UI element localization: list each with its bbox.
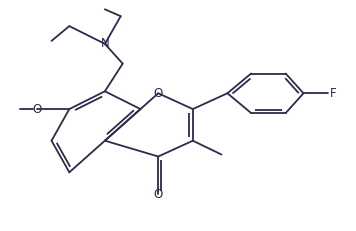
Text: O: O bbox=[32, 103, 41, 116]
Text: N: N bbox=[100, 37, 109, 50]
Text: O: O bbox=[154, 188, 163, 201]
Text: F: F bbox=[330, 87, 337, 100]
Text: O: O bbox=[154, 87, 163, 100]
